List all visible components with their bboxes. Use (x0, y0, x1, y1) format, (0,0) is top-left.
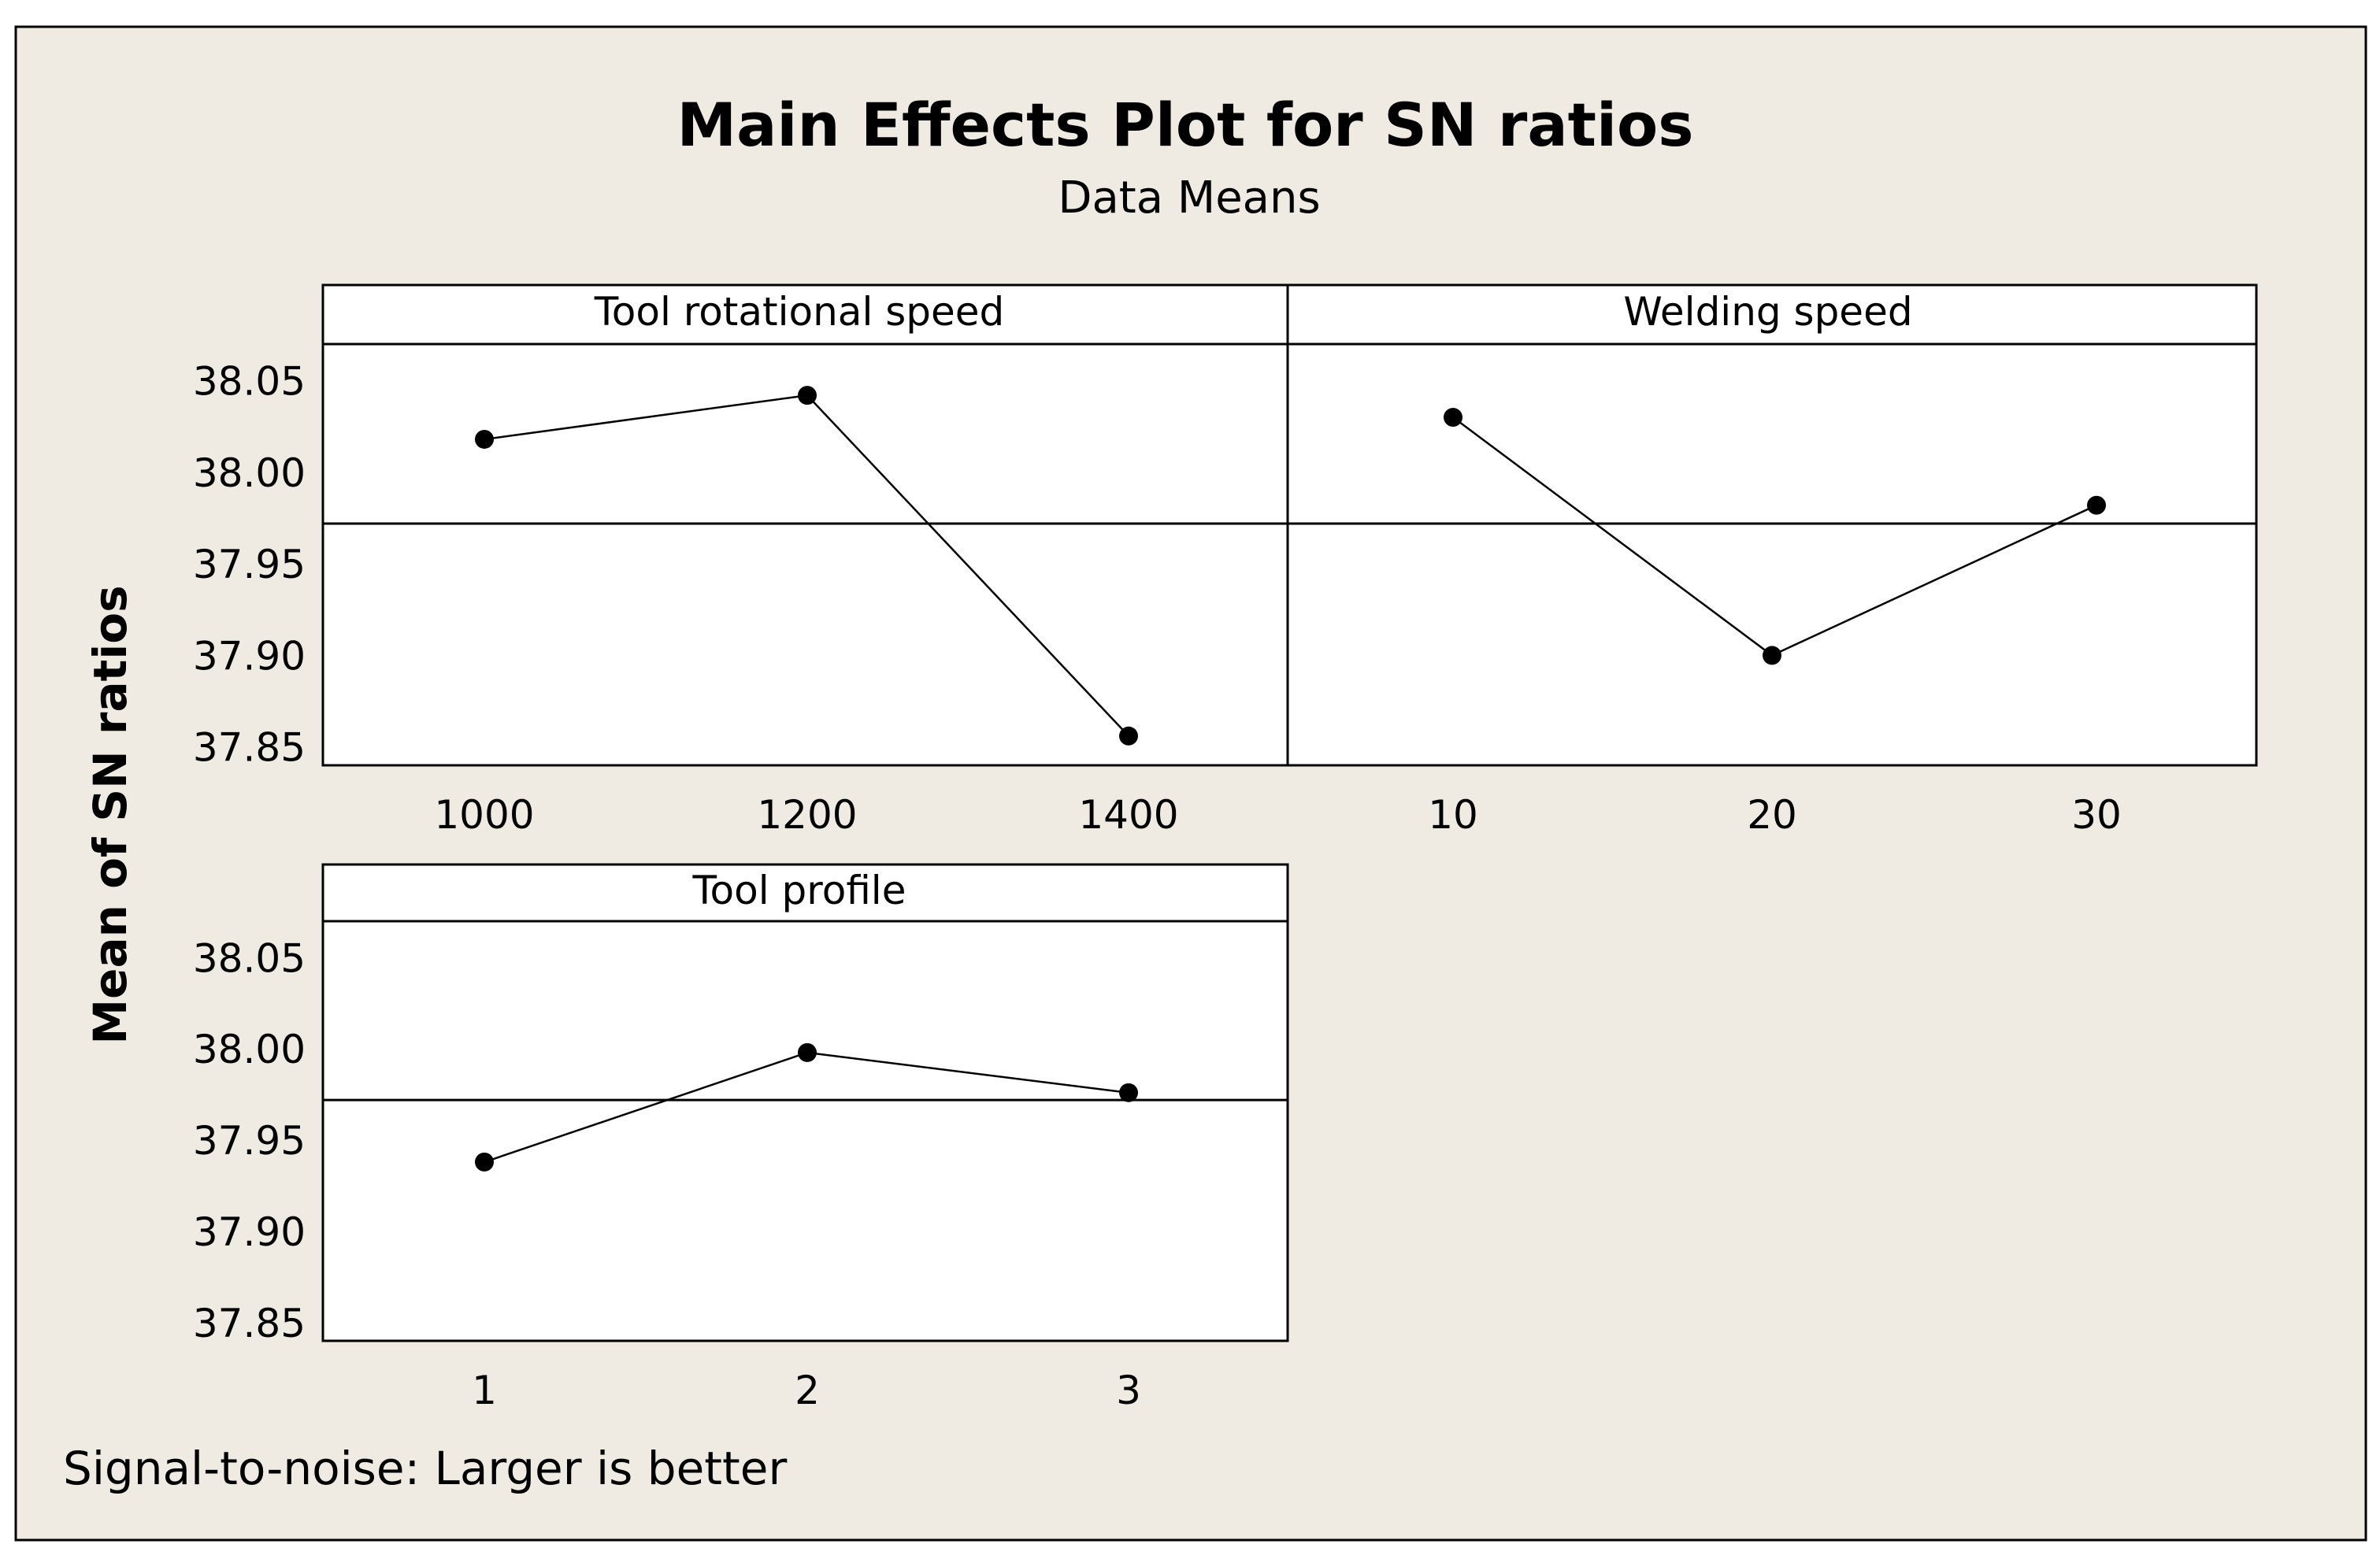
y-tick-label: 38.00 (193, 1027, 306, 1072)
data-point (1444, 408, 1462, 428)
y-tick-label: 38.05 (193, 935, 306, 981)
chart-title: Main Effects Plot for SN ratios (677, 90, 1694, 160)
panel-tool-rotational-speed: Tool rotational speed 37.85 37.90 37.95 … (193, 283, 1289, 838)
panel-tool-profile: Tool profile 37.85 37.90 37.95 38.00 38.… (193, 863, 1289, 1413)
y-tick-label: 38.05 (193, 359, 306, 405)
x-tick-label: 10 (1428, 792, 1478, 838)
y-tick-label: 37.90 (193, 633, 306, 679)
plot-area (1286, 283, 2258, 767)
footnote: Signal-to-noise: Larger is better (63, 1442, 787, 1495)
panel-title: Tool rotational speed (594, 289, 1005, 335)
x-tick-label: 1 (472, 1368, 497, 1413)
x-tick-label: 1400 (1078, 792, 1178, 838)
x-tick-label: 1200 (757, 792, 857, 838)
y-tick-label: 37.90 (193, 1209, 306, 1255)
y-tick-label: 37.85 (193, 1301, 306, 1346)
data-point (798, 386, 817, 405)
data-point (1119, 726, 1138, 746)
y-tick-label: 37.85 (193, 725, 306, 771)
plot-area (321, 863, 1289, 1342)
x-tick-label: 1000 (434, 792, 534, 838)
panel-title: Tool profile (692, 868, 906, 913)
plot-area (321, 283, 1289, 767)
x-tick-label: 3 (1116, 1368, 1141, 1413)
data-point (1763, 646, 1781, 665)
data-point (475, 429, 494, 449)
x-tick-label: 30 (2071, 792, 2122, 838)
x-tick-label: 20 (1747, 792, 1797, 838)
y-tick-label: 37.95 (193, 542, 306, 587)
data-point (475, 1152, 494, 1172)
panel-title: Welding speed (1623, 289, 1912, 335)
x-tick-label: 2 (795, 1368, 820, 1413)
data-point (1119, 1083, 1138, 1102)
y-axis-label: Mean of SN ratios (83, 585, 137, 1044)
y-tick-label: 37.95 (193, 1118, 306, 1164)
data-point (2087, 495, 2106, 515)
panel-welding-speed: Welding speed 10 20 30 (1286, 283, 2258, 838)
chart-subtitle: Data Means (1058, 172, 1320, 224)
y-tick-label: 38.00 (193, 450, 306, 496)
data-point (798, 1042, 817, 1062)
